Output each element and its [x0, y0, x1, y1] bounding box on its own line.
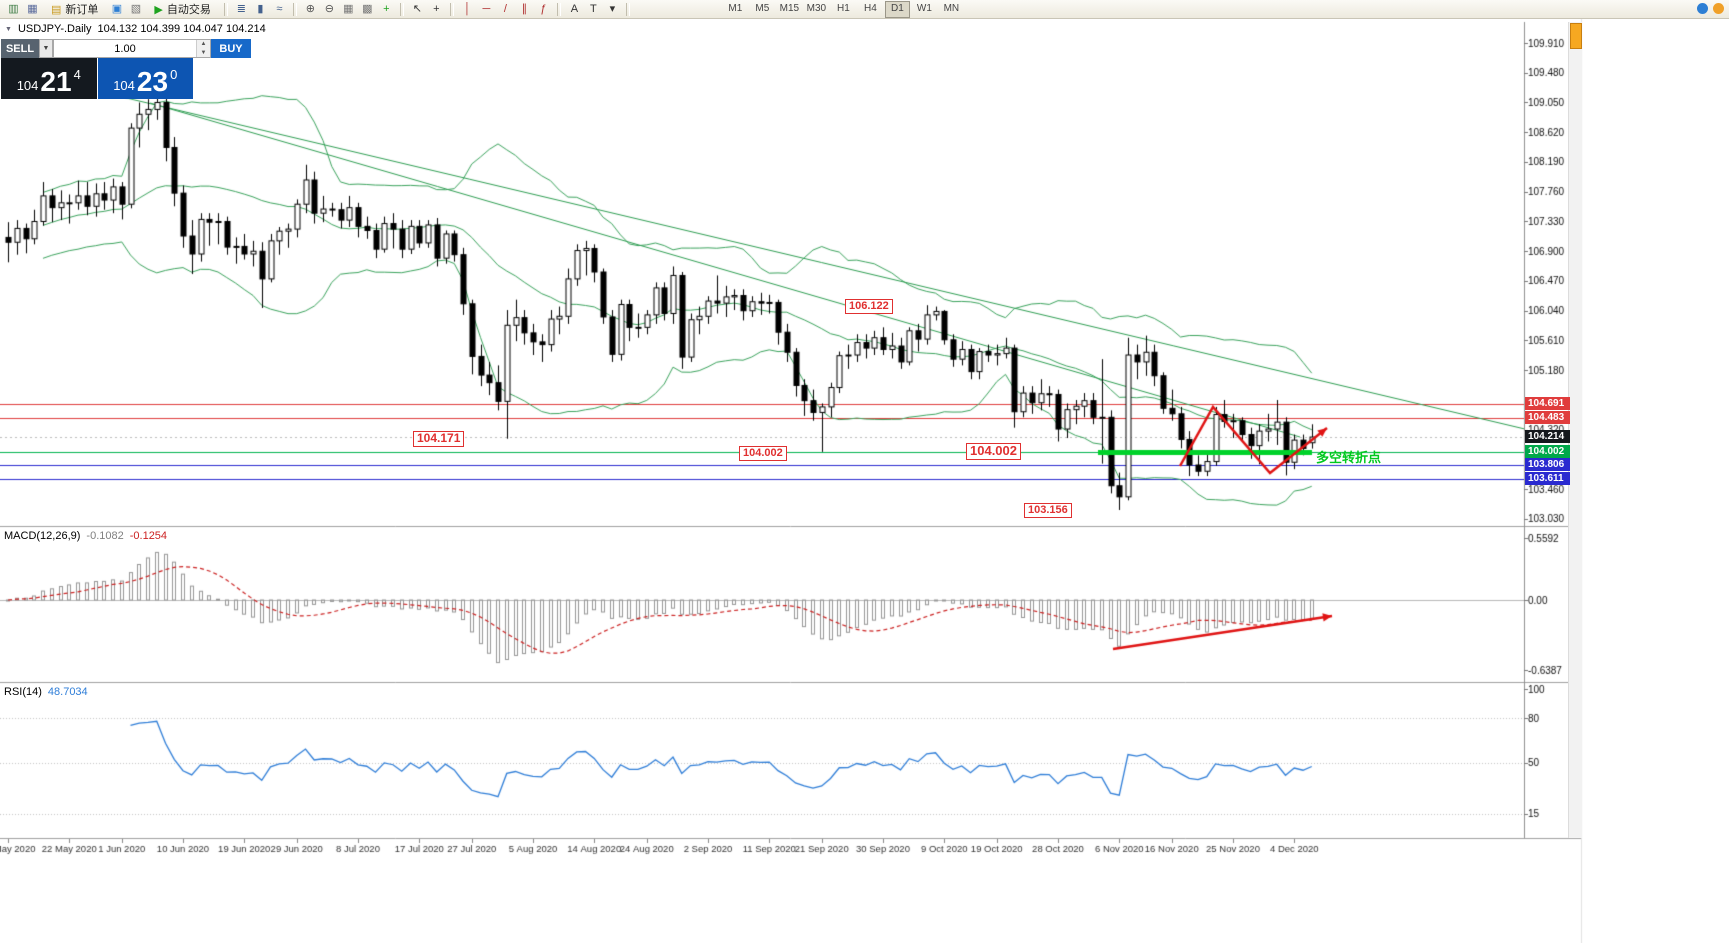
order-options-button[interactable]: ▼: [39, 39, 53, 58]
cursor-icon[interactable]: ↖: [412, 2, 422, 15]
chart-profiles-icon[interactable]: ▦: [27, 2, 38, 15]
price-tag[interactable]: 106.122: [845, 299, 893, 314]
search-icon[interactable]: [1713, 3, 1724, 14]
bid-pips: 21: [40, 66, 72, 98]
volume-stepper: ▲ ▼: [196, 40, 210, 57]
tile-windows-icon[interactable]: ▦: [343, 2, 354, 15]
timeframe-h1[interactable]: H1: [836, 2, 850, 14]
new-order-button-icon: ▤: [51, 3, 62, 16]
text-label-icon[interactable]: T: [590, 2, 597, 15]
price-tag[interactable]: 104.002: [739, 446, 787, 461]
autotrade-button-icon: ▶: [154, 3, 163, 16]
volume-input[interactable]: [54, 40, 196, 57]
line-chart-icon[interactable]: ≈: [276, 2, 283, 15]
timeframe-h4[interactable]: H4: [863, 2, 877, 14]
bid-big-figure: 104: [16, 78, 39, 93]
toolbar-right-group: [1697, 3, 1724, 14]
candlestick-chart-icon[interactable]: ▮: [257, 2, 264, 15]
chart-context-icon[interactable]: ▼: [5, 25, 12, 33]
price-tag[interactable]: 104.171: [413, 431, 465, 447]
symbol-ohlc: 104.132 104.399 104.047 104.214: [97, 23, 266, 35]
timeframe-w1[interactable]: W1: [916, 2, 932, 14]
vertical-line-icon[interactable]: │: [463, 2, 471, 15]
new-chart-icon[interactable]: ▥: [8, 2, 19, 15]
symbol-info-line: ▼ USDJPY-.Daily 104.132 104.399 104.047 …: [5, 23, 266, 35]
macd-header: MACD(12,26,9) -0.1082 -0.1254: [4, 530, 167, 542]
new-order-button[interactable]: ▤ 新订单: [44, 1, 105, 17]
price-level-box: 103.806: [1525, 458, 1570, 472]
sell-button[interactable]: SELL: [1, 39, 39, 58]
toolbar-separator: [292, 2, 297, 16]
timeframe-m15[interactable]: M15: [779, 2, 800, 14]
market-watch-icon[interactable]: ▣: [111, 2, 123, 15]
main-toolbar: ▥ ▦ ▤ 新订单 ▣ ▧ ▶ 自动交易 ≣ ▮ ≈ ⊕ ⊖ ▦ ▩ + ↖ + │ ─ / ∥ ƒ A T ▾ M1 M5 M15 M…: [0, 0, 1729, 19]
timeframe-m5[interactable]: M5: [755, 2, 770, 14]
ask-big-figure: 104: [113, 78, 135, 93]
autotrade-button-label: 自动交易: [166, 4, 211, 16]
equidistant-channel-icon[interactable]: ∥: [521, 2, 528, 15]
rsi-name: RSI(14): [4, 686, 42, 698]
chart-scrollbar[interactable]: [1568, 22, 1582, 838]
arrows-dropdown-icon[interactable]: ▾: [609, 2, 616, 15]
timeframe-m1[interactable]: M1: [728, 2, 743, 14]
macd-signal-value: -0.1254: [129, 530, 168, 542]
price-level-box: 104.214: [1525, 430, 1570, 444]
ask-point: 0: [170, 67, 178, 82]
timeframe-toolbar: M1 M5 M15 M30 H1 H4 D1 W1 MN: [722, 0, 965, 18]
buy-button[interactable]: BUY: [211, 39, 251, 58]
zoom-in-icon[interactable]: ⊕: [305, 2, 315, 15]
crosshair-icon[interactable]: +: [433, 2, 440, 15]
price-level-box: 103.611: [1525, 471, 1570, 485]
community-icon[interactable]: [1697, 3, 1708, 14]
bid-point: 4: [73, 67, 81, 82]
price-tag[interactable]: 104.002: [966, 443, 1021, 460]
rsi-header: RSI(14) 48.7034: [4, 686, 88, 698]
scrollbar-thumb[interactable]: [1570, 23, 1582, 49]
rsi-value: 48.7034: [47, 686, 88, 698]
price-level-box: 104.691: [1525, 397, 1570, 411]
volume-increase-button[interactable]: ▲: [197, 40, 210, 49]
ask-price-panel[interactable]: 104 23 0: [97, 58, 193, 99]
price-tag[interactable]: 103.156: [1024, 503, 1072, 518]
auto-arrange-icon[interactable]: ▩: [362, 2, 373, 15]
toolbar-separator: [449, 2, 454, 16]
one-click-trading-widget: SELL ▼ ▲ ▼ BUY 104 21 4 104 23 0: [1, 39, 251, 99]
timeframe-mn[interactable]: MN: [943, 2, 960, 14]
toolbar-separator: [223, 2, 228, 16]
toolbar-icon-group: ▥ ▦ ▤ 新订单 ▣ ▧ ▶ 自动交易 ≣ ▮ ≈ ⊕ ⊖ ▦ ▩ + ↖ + │ ─ / ∥ ƒ A T ▾: [4, 1, 634, 17]
timeframe-m30[interactable]: M30: [806, 2, 827, 14]
fibonacci-icon[interactable]: ƒ: [540, 2, 547, 15]
macd-main-value: -0.1082: [86, 530, 124, 542]
trendline-icon[interactable]: /: [503, 2, 507, 15]
toolbar-separator: [556, 2, 561, 16]
toolbar-separator: [399, 2, 404, 16]
annotation-text[interactable]: 多空转折点: [1316, 450, 1382, 465]
toolbar-separator: [625, 2, 630, 16]
bar-chart-icon[interactable]: ≣: [236, 2, 246, 15]
price-level-box: 104.483: [1525, 411, 1570, 425]
indicators-icon[interactable]: +: [383, 2, 390, 15]
zoom-out-icon[interactable]: ⊖: [324, 2, 334, 15]
text-icon[interactable]: A: [570, 2, 579, 15]
volume-decrease-button[interactable]: ▼: [197, 48, 210, 57]
bid-price-panel[interactable]: 104 21 4: [1, 58, 97, 99]
timeframe-d1[interactable]: D1: [884, 0, 910, 18]
macd-name: MACD(12,26,9): [4, 530, 81, 542]
horizontal-line-icon[interactable]: ─: [482, 2, 491, 15]
ask-pips: 23: [136, 66, 169, 98]
autotrade-button[interactable]: ▶ 自动交易: [147, 1, 217, 17]
price-level-box: 104.002: [1525, 444, 1570, 458]
volume-field: ▲ ▼: [53, 39, 211, 58]
symbol-title: USDJPY-.Daily: [17, 23, 92, 35]
new-order-button-label: 新订单: [65, 4, 99, 16]
data-window-icon[interactable]: ▧: [130, 2, 142, 15]
